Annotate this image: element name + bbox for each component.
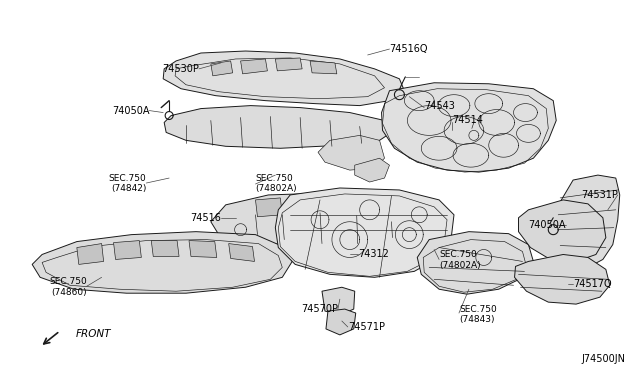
Polygon shape [367,203,392,222]
Polygon shape [275,58,302,71]
Polygon shape [318,135,385,170]
Text: (74802A): (74802A) [255,185,297,193]
Polygon shape [515,254,610,304]
Polygon shape [163,51,404,106]
Text: 74571P: 74571P [348,322,385,332]
Polygon shape [113,241,141,259]
Polygon shape [326,309,356,335]
Polygon shape [556,175,620,267]
Text: 74517Q: 74517Q [573,279,612,289]
Text: (74802A): (74802A) [439,261,481,270]
Text: 74312: 74312 [358,250,388,260]
Text: 74514: 74514 [452,115,483,125]
Polygon shape [228,244,255,262]
Polygon shape [355,158,390,182]
Text: 74570P: 74570P [301,304,338,314]
Text: 74543: 74543 [424,100,455,110]
Polygon shape [330,198,356,216]
Text: 74530P: 74530P [162,64,199,74]
Polygon shape [292,196,320,215]
Polygon shape [77,244,104,264]
Text: 74516: 74516 [190,213,221,223]
Text: (74860): (74860) [51,288,87,297]
Text: 74050A: 74050A [529,220,566,230]
Polygon shape [381,83,556,172]
Text: SEC.750: SEC.750 [49,277,87,286]
Text: SEC.750: SEC.750 [255,174,293,183]
Polygon shape [518,200,606,262]
Polygon shape [189,241,217,257]
Text: J74500JN: J74500JN [582,354,626,364]
Polygon shape [417,232,533,294]
Text: 74516Q: 74516Q [390,44,428,54]
Text: 74531P: 74531P [581,190,618,200]
Polygon shape [211,61,233,76]
Text: (74843): (74843) [459,315,495,324]
Polygon shape [32,232,292,293]
Polygon shape [255,198,282,217]
Polygon shape [275,188,454,277]
Polygon shape [322,287,355,315]
Polygon shape [241,59,268,74]
Polygon shape [310,61,337,74]
Text: SEC.750: SEC.750 [459,305,497,314]
Text: SEC.750: SEC.750 [439,250,477,259]
Polygon shape [164,106,394,148]
Polygon shape [211,193,419,246]
Polygon shape [151,241,179,256]
Text: SEC.750: SEC.750 [109,174,147,183]
Text: 74050A: 74050A [112,106,149,116]
Text: (74842): (74842) [111,185,147,193]
Text: FRONT: FRONT [76,329,111,339]
